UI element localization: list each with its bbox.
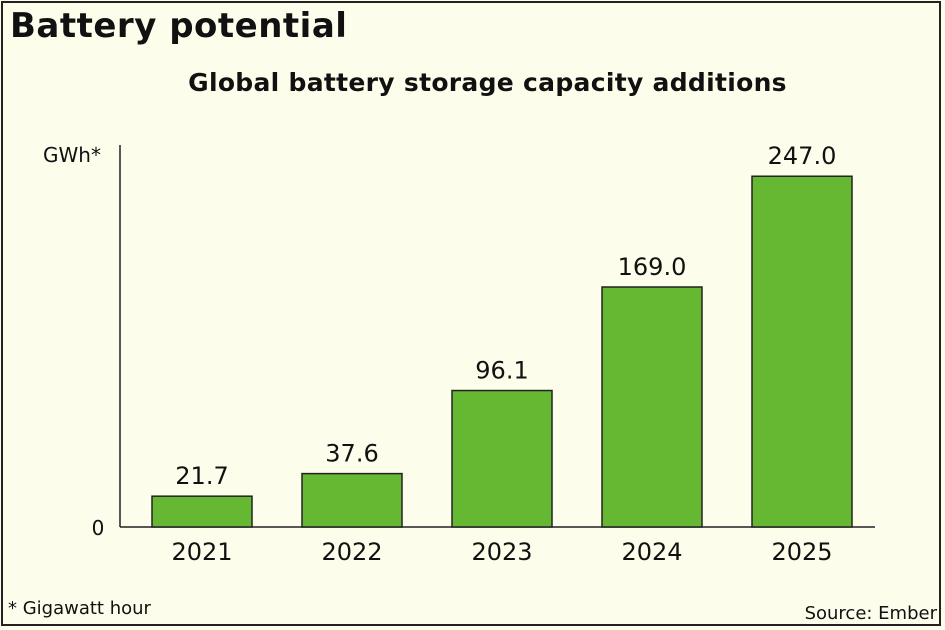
x-tick-label-2022: 2022 <box>321 538 382 566</box>
source-note: Source: Ember <box>804 603 937 624</box>
page-title: Battery potential <box>10 6 348 46</box>
data-label-2024: 169.0 <box>618 253 687 281</box>
bar-2021 <box>151 495 253 528</box>
x-tick-label-2021: 2021 <box>171 538 232 566</box>
x-tick-label-2023: 2023 <box>471 538 532 566</box>
y-axis-label: GWh* <box>43 143 101 167</box>
bar-2022 <box>301 472 403 528</box>
bar-2025 <box>751 175 853 528</box>
data-label-2025: 247.0 <box>768 142 837 170</box>
data-label-2023: 96.1 <box>475 357 528 385</box>
chart-title: Global battery storage capacity addition… <box>188 68 787 97</box>
y-tick-label: 0 <box>92 516 105 540</box>
data-label-2021: 21.7 <box>175 462 228 490</box>
data-label-2022: 37.6 <box>325 440 378 468</box>
bar-2023 <box>451 389 553 528</box>
x-tick-label-2025: 2025 <box>771 538 832 566</box>
footnote: * Gigawatt hour <box>8 598 151 619</box>
x-tick-label-2024: 2024 <box>621 538 682 566</box>
bar-2024 <box>601 286 703 528</box>
